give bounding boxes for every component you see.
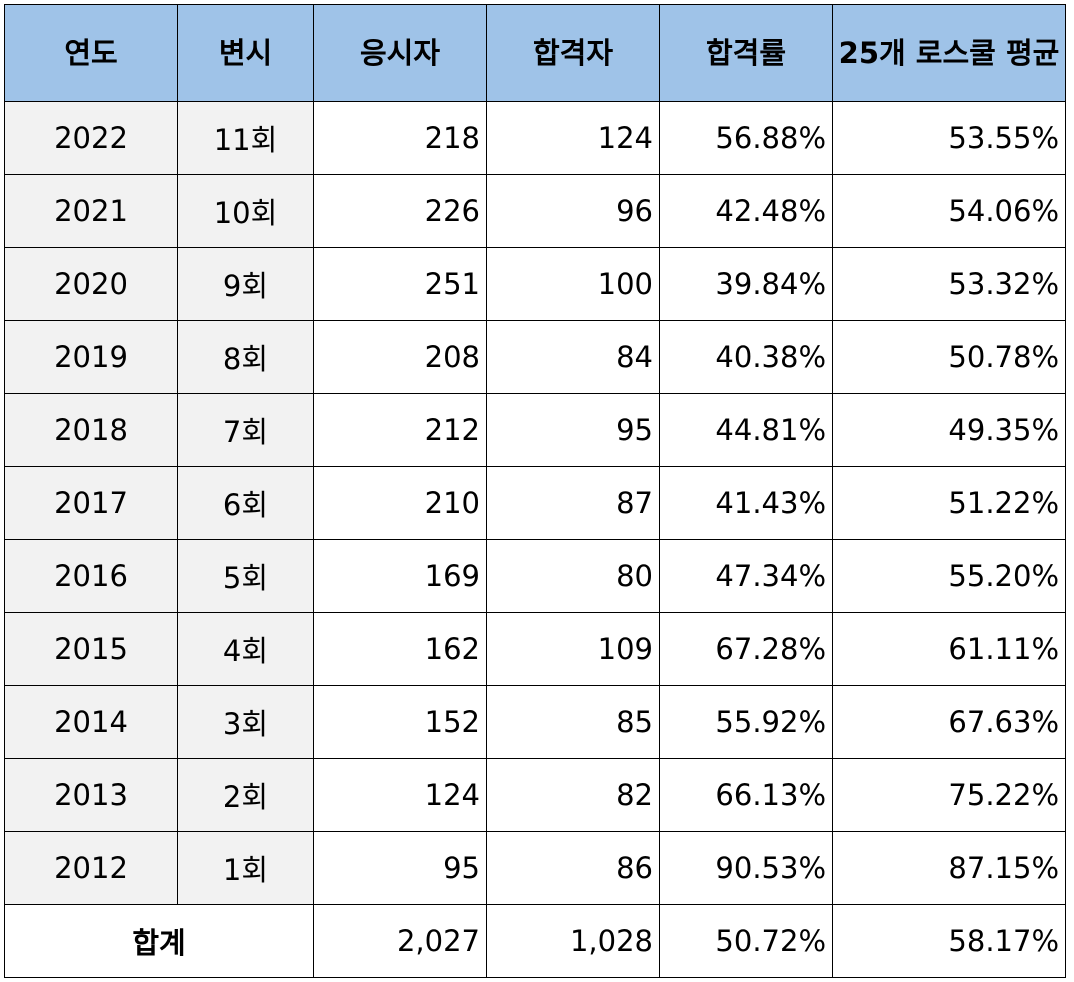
applicants-cell: 169 — [313, 539, 487, 613]
total-row: 합계 2,027 1,028 50.72% 58.17% — [4, 904, 1066, 978]
exam-round-cell: 10회 — [177, 174, 314, 248]
avg-25-cell: 55.20% — [832, 539, 1066, 613]
total-pass-rate: 50.72% — [659, 904, 833, 978]
avg-25-cell: 50.78% — [832, 320, 1066, 394]
year-cell: 2019 — [4, 320, 178, 394]
year-cell: 2021 — [4, 174, 178, 248]
pass-rate-cell: 44.81% — [659, 393, 833, 467]
avg-25-cell: 51.22% — [832, 466, 1066, 540]
passed-cell: 100 — [486, 247, 660, 321]
table-row: 2018 7회 212 95 44.81% 49.35% — [4, 393, 1066, 467]
exam-round-cell: 3회 — [177, 685, 314, 759]
passed-cell: 96 — [486, 174, 660, 248]
header-exam-round: 변시 — [177, 4, 314, 102]
applicants-cell: 152 — [313, 685, 487, 759]
year-cell: 2020 — [4, 247, 178, 321]
total-25-school-average: 58.17% — [832, 904, 1066, 978]
pass-rate-cell: 56.88% — [659, 101, 833, 175]
passed-cell: 86 — [486, 831, 660, 905]
year-cell: 2014 — [4, 685, 178, 759]
year-cell: 2013 — [4, 758, 178, 832]
exam-round-cell: 4회 — [177, 612, 314, 686]
header-pass-rate: 합격률 — [659, 4, 833, 102]
exam-round-cell: 5회 — [177, 539, 314, 613]
header-passed: 합격자 — [486, 4, 660, 102]
table-row: 2014 3회 152 85 55.92% 67.63% — [4, 685, 1066, 759]
year-cell: 2022 — [4, 101, 178, 175]
pass-rate-cell: 41.43% — [659, 466, 833, 540]
header-applicants: 응시자 — [313, 4, 487, 102]
avg-25-cell: 53.55% — [832, 101, 1066, 175]
avg-25-cell: 53.32% — [832, 247, 1066, 321]
applicants-cell: 210 — [313, 466, 487, 540]
passed-cell: 82 — [486, 758, 660, 832]
table-header: 연도 변시 응시자 합격자 합격률 25개 로스쿨 평균 — [4, 4, 1066, 102]
exam-round-cell: 7회 — [177, 393, 314, 467]
pass-rate-cell: 39.84% — [659, 247, 833, 321]
applicants-cell: 95 — [313, 831, 487, 905]
table-footer: 합계 2,027 1,028 50.72% 58.17% — [4, 904, 1066, 978]
pass-rate-cell: 55.92% — [659, 685, 833, 759]
table-row: 2020 9회 251 100 39.84% 53.32% — [4, 247, 1066, 321]
year-cell: 2015 — [4, 612, 178, 686]
pass-rate-cell: 40.38% — [659, 320, 833, 394]
exam-round-cell: 9회 — [177, 247, 314, 321]
avg-25-cell: 67.63% — [832, 685, 1066, 759]
year-cell: 2018 — [4, 393, 178, 467]
applicants-cell: 162 — [313, 612, 487, 686]
passed-cell: 80 — [486, 539, 660, 613]
avg-25-cell: 75.22% — [832, 758, 1066, 832]
passed-cell: 124 — [486, 101, 660, 175]
passed-cell: 87 — [486, 466, 660, 540]
applicants-cell: 212 — [313, 393, 487, 467]
avg-25-cell: 87.15% — [832, 831, 1066, 905]
applicants-cell: 124 — [313, 758, 487, 832]
applicants-cell: 251 — [313, 247, 487, 321]
avg-25-cell: 49.35% — [832, 393, 1066, 467]
applicants-cell: 218 — [313, 101, 487, 175]
avg-25-cell: 61.11% — [832, 612, 1066, 686]
table-row: 2019 8회 208 84 40.38% 50.78% — [4, 320, 1066, 394]
applicants-cell: 226 — [313, 174, 487, 248]
year-cell: 2017 — [4, 466, 178, 540]
applicants-cell: 208 — [313, 320, 487, 394]
total-label: 합계 — [4, 904, 314, 978]
year-cell: 2016 — [4, 539, 178, 613]
table-row: 2012 1회 95 86 90.53% 87.15% — [4, 831, 1066, 905]
exam-round-cell: 6회 — [177, 466, 314, 540]
passed-cell: 84 — [486, 320, 660, 394]
exam-round-cell: 2회 — [177, 758, 314, 832]
passed-cell: 95 — [486, 393, 660, 467]
year-cell: 2012 — [4, 831, 178, 905]
table-row: 2021 10회 226 96 42.48% 54.06% — [4, 174, 1066, 248]
passed-cell: 109 — [486, 612, 660, 686]
table-row: 2013 2회 124 82 66.13% 75.22% — [4, 758, 1066, 832]
table-row: 2022 11회 218 124 56.88% 53.55% — [4, 101, 1066, 175]
pass-rate-cell: 90.53% — [659, 831, 833, 905]
bar-exam-results-table: 연도 변시 응시자 합격자 합격률 25개 로스쿨 평균 2022 11회 218 1… — [4, 4, 1066, 978]
exam-round-cell: 8회 — [177, 320, 314, 394]
total-passed: 1,028 — [486, 904, 660, 978]
header-row: 연도 변시 응시자 합격자 합격률 25개 로스쿨 평균 — [4, 4, 1066, 102]
table-row: 2015 4회 162 109 67.28% 61.11% — [4, 612, 1066, 686]
table-body: 2022 11회 218 124 56.88% 53.55% 2021 10회 226 96 42.… — [4, 101, 1066, 905]
header-year: 연도 — [4, 4, 178, 102]
pass-rate-cell: 42.48% — [659, 174, 833, 248]
passed-cell: 85 — [486, 685, 660, 759]
table-row: 2017 6회 210 87 41.43% 51.22% — [4, 466, 1066, 540]
pass-rate-cell: 67.28% — [659, 612, 833, 686]
avg-25-cell: 54.06% — [832, 174, 1066, 248]
pass-rate-cell: 66.13% — [659, 758, 833, 832]
total-applicants: 2,027 — [313, 904, 487, 978]
pass-rate-cell: 47.34% — [659, 539, 833, 613]
exam-round-cell: 11회 — [177, 101, 314, 175]
exam-round-cell: 1회 — [177, 831, 314, 905]
table-row: 2016 5회 169 80 47.34% 55.20% — [4, 539, 1066, 613]
header-25-school-average: 25개 로스쿨 평균 — [832, 4, 1066, 102]
